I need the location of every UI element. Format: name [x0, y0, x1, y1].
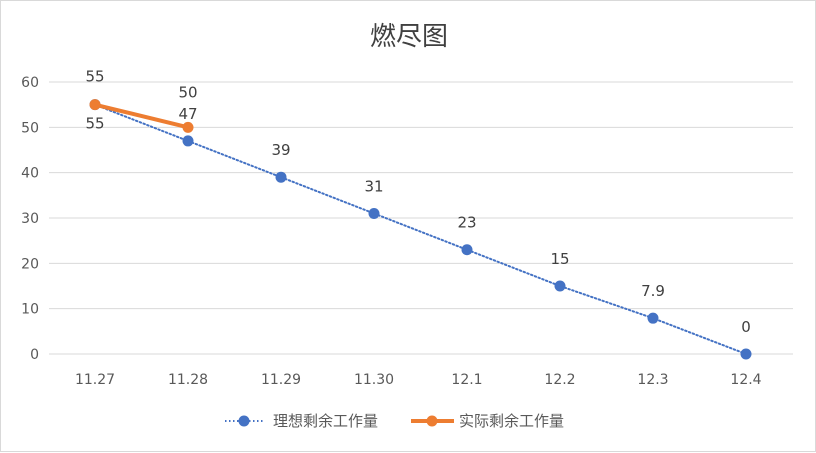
y-tick-label: 0 [30, 347, 39, 363]
chart-title: 燃尽图 [370, 22, 448, 52]
series-line [94, 103, 747, 355]
data-point [368, 207, 380, 219]
y-tick-label: 20 [21, 256, 39, 272]
y-tick-label: 10 [21, 302, 39, 318]
data-label: 0 [741, 318, 751, 336]
data-label: 50 [178, 83, 197, 101]
data-point [461, 244, 473, 256]
data-point [275, 171, 287, 183]
legend-marker-actual-dot [426, 415, 438, 427]
data-label: 55 [85, 68, 104, 86]
data-label: 7.9 [641, 282, 665, 300]
data-label: 23 [457, 214, 476, 232]
data-label: 15 [550, 250, 569, 268]
data-label: 31 [364, 177, 383, 195]
x-tick-label: 12.2 [544, 372, 575, 388]
data-label: 55 [85, 115, 104, 133]
y-tick-label: 30 [21, 211, 39, 227]
data-point [554, 280, 566, 292]
x-tick-label: 11.28 [168, 372, 208, 388]
series-line [93, 102, 190, 130]
data-point [740, 348, 752, 360]
data-label: 39 [271, 141, 290, 159]
y-tick-label: 40 [21, 166, 39, 182]
x-tick-label: 11.27 [75, 372, 115, 388]
data-point [89, 99, 101, 111]
x-tick-label: 11.30 [354, 372, 394, 388]
data-label: 47 [178, 105, 197, 123]
y-tick-label: 60 [21, 75, 39, 91]
x-tick-label: 11.29 [261, 372, 301, 388]
y-tick-label: 50 [21, 120, 39, 136]
legend-marker-ideal-dot [238, 415, 250, 427]
legend: 理想剩余工作量 实际剩余工作量 [225, 412, 564, 430]
x-tick-label: 12.4 [730, 372, 761, 388]
x-tick-label: 12.3 [637, 372, 668, 388]
legend-label-actual: 实际剩余工作量 [459, 412, 564, 430]
data-point [182, 121, 194, 133]
legend-label-ideal: 理想剩余工作量 [273, 412, 378, 430]
data-point [647, 312, 659, 324]
data-point [182, 135, 194, 147]
x-tick-label: 12.1 [451, 372, 482, 388]
